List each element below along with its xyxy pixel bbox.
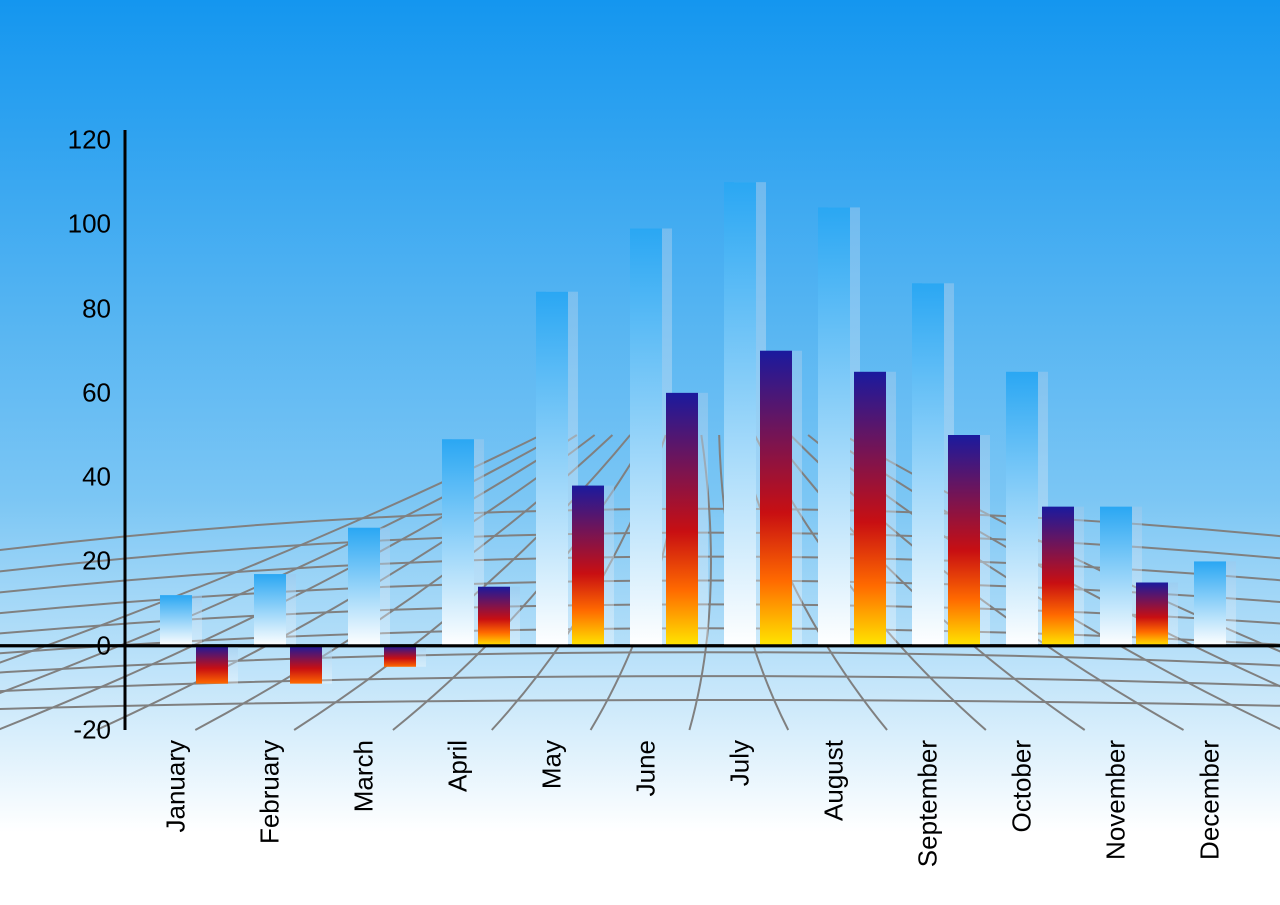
bar-s1 (724, 182, 756, 646)
y-tick-label: 80 (0, 293, 111, 324)
bar-s2 (572, 486, 604, 646)
x-tick-label: February (255, 740, 286, 844)
bar-s1 (442, 439, 474, 646)
bar-s1 (348, 528, 380, 646)
bar-s2 (196, 646, 228, 684)
bar-s1 (254, 574, 286, 646)
y-tick-label: 120 (0, 125, 111, 156)
bar-s1 (818, 207, 850, 645)
bar-chart: -20 0 20 40 60 80 100 120 January February March Ap… (0, 0, 1280, 905)
bar-s2 (666, 393, 698, 646)
bar-s2 (290, 646, 322, 684)
bar-s1 (160, 595, 192, 646)
y-tick-label: 100 (0, 209, 111, 240)
bar-s2 (384, 646, 416, 667)
bar-s2 (760, 351, 792, 646)
bar-s1 (1006, 372, 1038, 646)
bar-s1 (1100, 507, 1132, 646)
x-tick-label: May (537, 740, 568, 789)
y-tick-label: -20 (0, 715, 111, 746)
y-tick-label: 0 (0, 630, 111, 661)
bar-s1 (912, 283, 944, 645)
bar-s2 (854, 372, 886, 646)
bar-s1 (1194, 561, 1226, 645)
x-tick-label: December (1195, 740, 1226, 860)
x-tick-label: July (725, 740, 756, 786)
x-tick-label: June (631, 740, 662, 796)
y-tick-label: 60 (0, 377, 111, 408)
bar-s2 (948, 435, 980, 646)
x-tick-label: April (443, 740, 474, 792)
y-tick-label: 20 (0, 546, 111, 577)
x-tick-label: November (1101, 740, 1132, 860)
bar-s1 (536, 292, 568, 646)
x-tick-label: September (913, 740, 944, 867)
bar-s2 (478, 587, 510, 646)
bar-s2 (1136, 583, 1168, 646)
y-tick-label: 40 (0, 462, 111, 493)
x-tick-label: March (349, 740, 380, 812)
x-tick-label: January (161, 740, 192, 833)
x-tick-label: August (819, 740, 850, 821)
x-tick-label: October (1007, 740, 1038, 833)
bar-s2 (1042, 507, 1074, 646)
bar-s1 (630, 229, 662, 646)
